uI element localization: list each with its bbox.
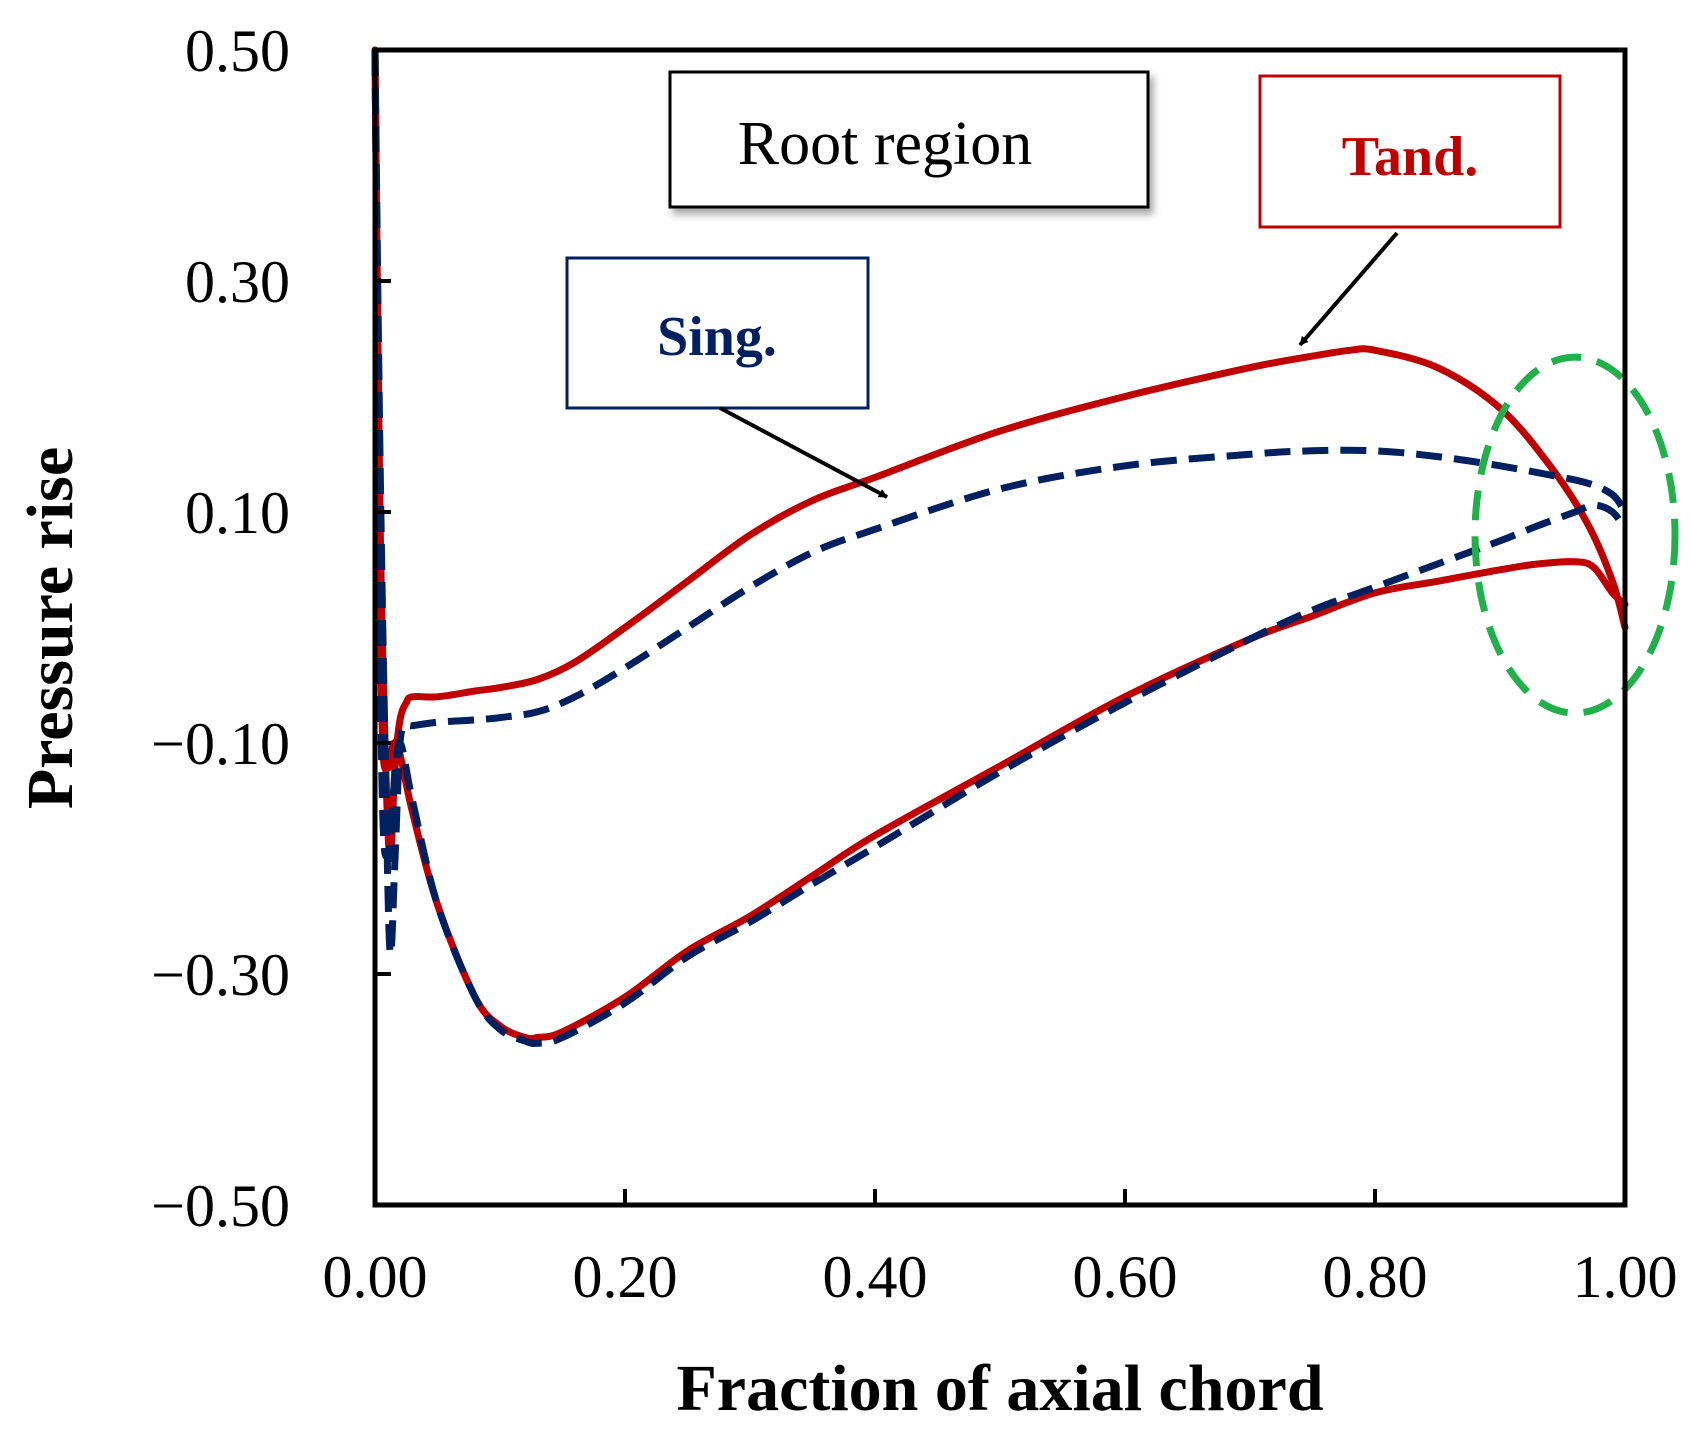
x-tick-label: 0.80 xyxy=(1323,1244,1428,1310)
tand-callout: Tand. xyxy=(1258,74,1562,347)
tand-callout-arrow xyxy=(1298,231,1399,347)
series-line-sing-lower xyxy=(371,49,1628,1048)
sing-callout-text: Sing. xyxy=(657,306,777,368)
series-line-sing-upper xyxy=(371,49,1628,958)
x-tick-label: 1.00 xyxy=(1573,1244,1678,1310)
x-tick-label: 0.40 xyxy=(823,1244,928,1310)
x-tick-label: 0.00 xyxy=(323,1244,428,1310)
highlight-ellipse xyxy=(1471,353,1679,717)
x-tick-label: 0.20 xyxy=(573,1244,678,1310)
y-tick-label: 0.10 xyxy=(185,480,290,546)
sing-callout-box xyxy=(565,256,870,410)
sing-callout-arrow xyxy=(719,406,888,499)
x-tick-labels: 0.00 0.20 0.40 0.60 0.80 1.00 xyxy=(323,1244,1678,1310)
series-layer xyxy=(371,46,1679,1048)
tick-layer xyxy=(373,48,1627,1207)
y-axis-title: Pressure rise xyxy=(14,447,87,809)
tand-callout-text: Tand. xyxy=(1342,126,1479,188)
y-tick-label: −0.50 xyxy=(151,1173,290,1239)
root-region-box xyxy=(668,70,1150,209)
y-tick-labels: 0.50 0.30 0.10 −0.10 −0.30 −0.50 xyxy=(151,18,290,1239)
y-tick-label: 0.30 xyxy=(185,249,290,315)
y-tick-label: −0.30 xyxy=(151,942,290,1008)
root-region-label: Root region xyxy=(668,70,1150,209)
sing-callout: Sing. xyxy=(565,256,888,499)
x-tick-label: 0.60 xyxy=(1073,1244,1178,1310)
root-region-text: Root region xyxy=(738,110,1032,178)
x-axis-title: Fraction of axial chord xyxy=(676,1352,1323,1425)
y-tick-label: −0.10 xyxy=(151,711,290,777)
y-tick-label: 0.50 xyxy=(185,18,290,84)
plot-frame xyxy=(372,47,1628,1208)
tand-callout-box xyxy=(1258,74,1562,229)
